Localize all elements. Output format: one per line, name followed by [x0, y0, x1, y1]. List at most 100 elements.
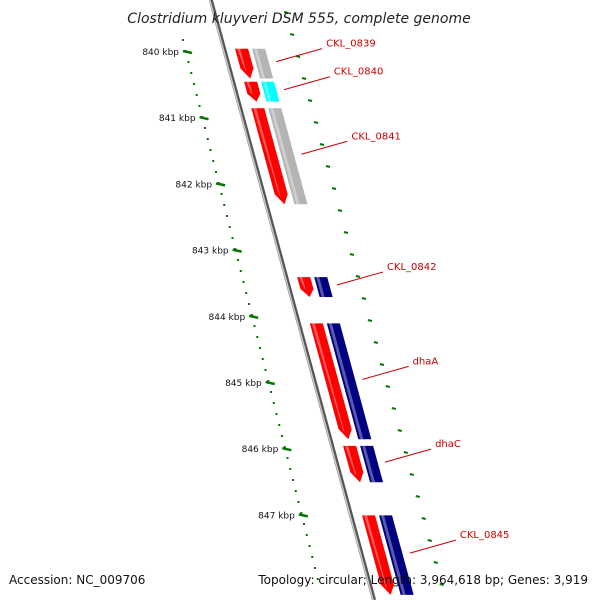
track-tick	[379, 363, 385, 366]
ruler-dot	[245, 292, 248, 294]
gc-bar-shine	[270, 108, 300, 205]
gene-arrow	[297, 277, 314, 297]
gene-arrow	[244, 81, 261, 102]
ruler-tick	[265, 380, 276, 386]
gc-bar-shine	[316, 277, 325, 297]
ruler-dot	[272, 402, 275, 404]
ruler-label: 845 kbp	[225, 379, 262, 389]
gene-label[interactable]: CKL_0841	[351, 131, 401, 142]
ruler-dot	[303, 523, 305, 525]
gene-label-leader	[336, 271, 384, 286]
ruler-dot	[264, 369, 267, 371]
ruler-dot	[294, 490, 297, 492]
gene-labels: CKL_0839 CKL_0840 CKL_0841 CKL_0842 dhaA dhaC…	[276, 39, 509, 554]
gc-bar	[326, 323, 372, 440]
track-tick	[337, 209, 343, 212]
track-tick	[415, 495, 421, 498]
gc-bar	[252, 48, 274, 79]
gene-label[interactable]: CKL_0845	[460, 530, 510, 541]
gene-label-leader	[283, 76, 330, 91]
gene-label[interactable]: CKL_0842	[387, 262, 437, 273]
gene-label-leader	[384, 448, 432, 463]
track-tick	[301, 77, 307, 80]
ruler-tick	[215, 182, 226, 187]
ruler-tick	[298, 513, 309, 518]
gene-label-leader	[301, 140, 348, 155]
gene-arrow	[309, 323, 352, 440]
ruler-label: 842 kbp	[175, 180, 212, 190]
backbone-line	[208, 0, 444, 600]
gene-label[interactable]: CKL_0840	[334, 67, 384, 78]
ruler-dots	[182, 39, 319, 580]
gc-bar-shine	[254, 48, 266, 79]
ruler-tick	[248, 314, 259, 320]
ruler-dot	[206, 138, 209, 140]
ruler-dot	[270, 391, 272, 393]
genome-summary-text: Topology: circular; Length: 3,964,618 bp…	[258, 573, 588, 587]
gc-bar-shine	[362, 445, 376, 483]
ruler-dot	[212, 160, 215, 162]
ruler-label: 847 kbp	[258, 511, 295, 521]
track-tick	[373, 341, 379, 344]
gc-bar	[261, 81, 280, 102]
gene-arrow-shine	[237, 48, 247, 71]
ruler-dot	[198, 105, 201, 107]
track-tick	[355, 275, 361, 278]
ruler-dot	[256, 336, 259, 338]
ruler-label: 843 kbp	[192, 247, 229, 257]
gene-label[interactable]: dhaC	[435, 439, 461, 450]
ruler-dot	[300, 512, 303, 514]
gene-arrow-shine	[299, 277, 306, 289]
track-tick	[319, 143, 325, 146]
ruler-dot	[182, 39, 184, 41]
ruler-dot	[215, 171, 217, 173]
track-tick	[367, 319, 373, 322]
gene-arrow-shine	[246, 81, 253, 94]
kbp-ruler: 840 kbp 841 kbp 842 kbp 843 kbp 844 kbp 845 k…	[142, 48, 309, 521]
ruler-dot	[253, 325, 256, 327]
ruler-dot	[248, 303, 250, 305]
ruler-dot	[195, 94, 198, 96]
ruler-dot	[193, 83, 195, 85]
track-tick	[403, 451, 409, 454]
track-tick	[433, 561, 438, 564]
gene-arrow-shine	[253, 108, 281, 197]
ruler-dot	[209, 149, 212, 151]
gene-arrow	[362, 515, 394, 595]
gc-bar	[360, 445, 384, 483]
track-tick	[307, 99, 313, 102]
ruler-tick	[182, 49, 193, 55]
gene-label-leader	[409, 539, 456, 554]
ruler-dot	[231, 237, 234, 239]
track-tick	[409, 473, 415, 476]
gene-label[interactable]: CKL_0839	[326, 39, 376, 50]
track-tick	[283, 11, 289, 14]
track-tick	[427, 539, 432, 542]
ruler-dot	[204, 127, 206, 129]
ruler-dot	[242, 281, 245, 283]
ruler-label: 840 kbp	[142, 48, 179, 58]
gc-bar	[379, 515, 414, 595]
gene-label[interactable]: dhaA	[413, 356, 439, 367]
gc-bar	[314, 277, 333, 297]
gene-arrow	[251, 108, 288, 205]
ruler-dot	[297, 501, 300, 503]
ruler-dot	[259, 347, 261, 349]
backbone-highlight	[209, 0, 374, 600]
gene-arrow-shine	[364, 515, 387, 587]
ruler-dot	[239, 270, 242, 272]
track-tick	[385, 385, 391, 388]
track-tick	[421, 517, 426, 520]
ruler-label: 841 kbp	[159, 114, 196, 124]
track-tick	[349, 253, 355, 256]
ruler-dot	[316, 578, 319, 580]
gene-arrow-shine	[345, 445, 357, 475]
ruler-dot	[275, 413, 278, 415]
ruler-tick	[199, 115, 209, 121]
gene-label-leader	[276, 48, 323, 63]
backbone-shadow	[208, 0, 376, 600]
map-title: Clostridium kluyveri DSM 555, complete g…	[127, 11, 470, 27]
gene-track	[235, 48, 414, 595]
ruler-dot	[281, 435, 283, 437]
